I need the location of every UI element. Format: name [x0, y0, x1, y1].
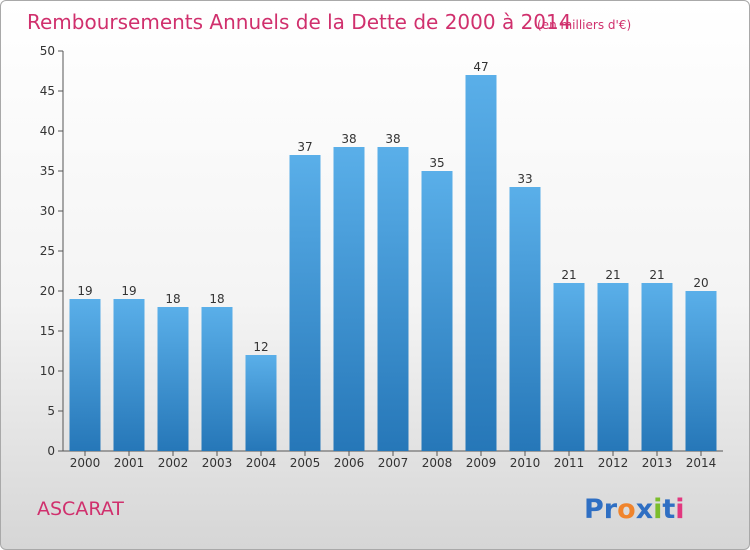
x-tick-label: 2008	[422, 456, 453, 470]
y-tick-label: 30	[40, 204, 55, 218]
x-tick-label: 2003	[202, 456, 233, 470]
x-tick-label: 2001	[114, 456, 145, 470]
bar	[553, 283, 585, 451]
bar-value-label: 21	[561, 268, 576, 282]
bars: 19 19 18 18 12 37 38 38 35 47 33 21 21 21 20	[69, 60, 717, 451]
bar	[597, 283, 629, 451]
bar-value-label: 38	[341, 132, 356, 146]
x-tick-label: 2000	[70, 456, 101, 470]
bar-value-label: 37	[297, 140, 312, 154]
chart-unit: (en milliers d'€)	[537, 18, 631, 32]
y-tick-label: 5	[47, 404, 55, 418]
x-axis: 2000 2001 2002 2003 2004 2005 2006 2007 2008 2009…	[63, 450, 723, 470]
bar-value-label: 38	[385, 132, 400, 146]
y-tick-label: 10	[40, 364, 55, 378]
y-tick-label: 25	[40, 244, 55, 258]
x-tick-label: 2005	[290, 456, 321, 470]
y-tick-label: 45	[40, 84, 55, 98]
bar-value-label: 33	[517, 172, 532, 186]
bar	[201, 307, 233, 451]
bar	[685, 291, 717, 451]
x-tick-label: 2004	[246, 456, 277, 470]
x-tick-label: 2011	[554, 456, 585, 470]
bar-value-label: 19	[77, 284, 92, 298]
x-tick-label: 2014	[686, 456, 717, 470]
x-tick-label: 2006	[334, 456, 365, 470]
bar	[333, 147, 365, 451]
bar	[509, 187, 541, 451]
y-tick-label: 15	[40, 324, 55, 338]
bar	[465, 75, 497, 451]
y-tick-label: 40	[40, 124, 55, 138]
x-tick-label: 2010	[510, 456, 541, 470]
x-tick-label: 2009	[466, 456, 497, 470]
bar	[289, 155, 321, 451]
bar	[641, 283, 673, 451]
x-tick-label: 2012	[598, 456, 629, 470]
x-tick-label: 2007	[378, 456, 409, 470]
bar	[245, 355, 277, 451]
bar-value-label: 20	[693, 276, 708, 290]
proxiti-logo: Proxiti	[584, 494, 685, 525]
bar-value-label: 35	[429, 156, 444, 170]
chart-title: Remboursements Annuels de la Dette de 20…	[27, 10, 571, 34]
y-tick-label: 35	[40, 164, 55, 178]
commune-name: ASCARAT	[37, 498, 124, 520]
bar-value-label: 21	[649, 268, 664, 282]
bar	[157, 307, 189, 451]
bar-value-label: 18	[165, 292, 180, 306]
bar-value-label: 21	[605, 268, 620, 282]
bar	[69, 299, 101, 451]
bar-value-label: 12	[253, 340, 268, 354]
x-tick-label: 2002	[158, 456, 189, 470]
bar	[421, 171, 453, 451]
y-tick-label: 50	[40, 44, 55, 58]
bar-value-label: 47	[473, 60, 488, 74]
y-axis: 0 5 10 15 20 25 30 35 40 45 50	[40, 44, 64, 458]
x-tick-label: 2013	[642, 456, 673, 470]
bar	[113, 299, 145, 451]
bar	[377, 147, 409, 451]
y-tick-label: 0	[47, 444, 55, 458]
bar-value-label: 19	[121, 284, 136, 298]
y-tick-label: 20	[40, 284, 55, 298]
bar-value-label: 18	[209, 292, 224, 306]
